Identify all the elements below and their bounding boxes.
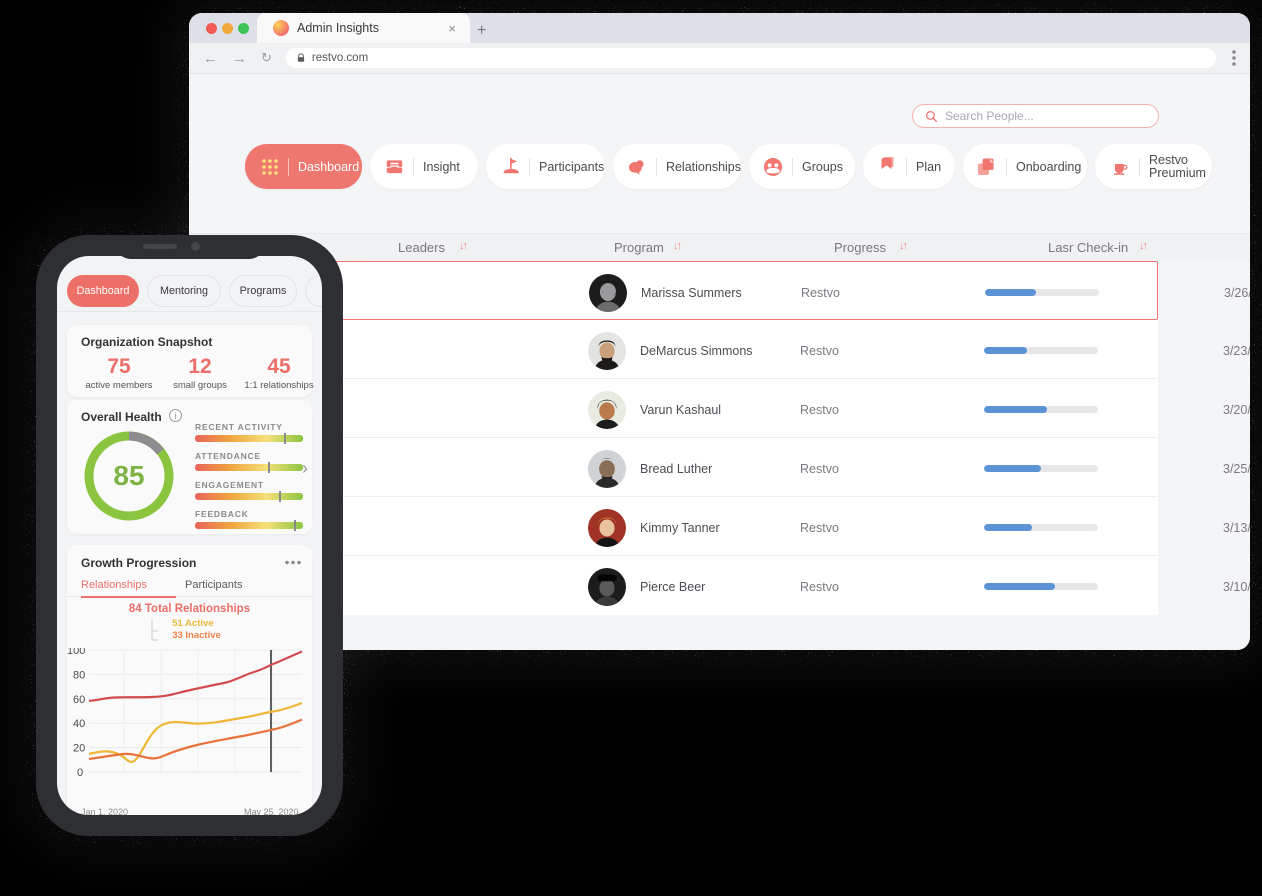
svg-text:0: 0 bbox=[77, 767, 83, 779]
svg-text:20: 20 bbox=[73, 743, 85, 755]
svg-text:100: 100 bbox=[67, 648, 85, 657]
svg-text:40: 40 bbox=[73, 718, 85, 730]
svg-text:80: 80 bbox=[73, 669, 85, 681]
svg-text:60: 60 bbox=[73, 694, 85, 706]
